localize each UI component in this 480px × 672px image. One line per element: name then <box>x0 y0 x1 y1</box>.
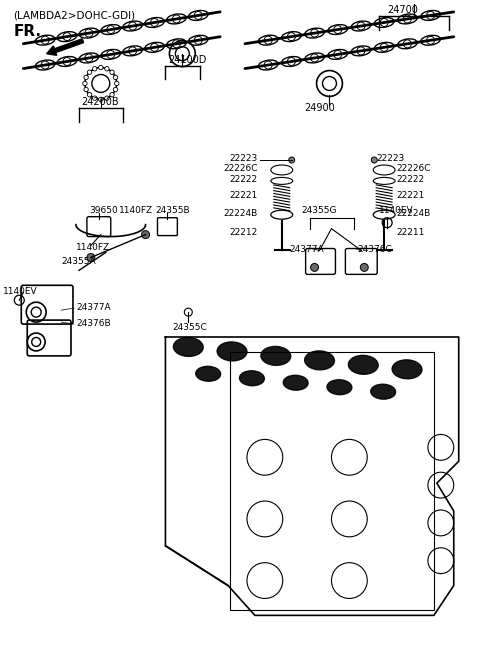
Circle shape <box>105 67 109 71</box>
Text: 24377A: 24377A <box>76 303 110 312</box>
Text: 24100D: 24100D <box>168 54 207 65</box>
Text: (LAMBDA2>DOHC-GDI): (LAMBDA2>DOHC-GDI) <box>13 11 135 21</box>
Circle shape <box>87 93 92 97</box>
Text: 24376C: 24376C <box>357 245 392 255</box>
Text: 22222: 22222 <box>396 175 424 184</box>
Ellipse shape <box>327 380 352 394</box>
Circle shape <box>142 230 150 239</box>
Circle shape <box>87 70 92 75</box>
Ellipse shape <box>392 360 422 379</box>
Circle shape <box>371 157 377 163</box>
Text: 39650: 39650 <box>89 206 118 215</box>
Circle shape <box>98 65 103 70</box>
Text: 22224B: 22224B <box>224 209 258 218</box>
Text: 24355G: 24355G <box>301 206 337 215</box>
Text: 24355C: 24355C <box>172 323 207 332</box>
Text: 1140EV: 1140EV <box>3 287 38 296</box>
Ellipse shape <box>240 371 264 386</box>
Circle shape <box>105 96 109 100</box>
Ellipse shape <box>261 347 291 366</box>
Text: 24355B: 24355B <box>156 206 190 215</box>
Circle shape <box>311 263 319 271</box>
Circle shape <box>113 75 118 79</box>
Circle shape <box>110 93 114 97</box>
Ellipse shape <box>217 342 247 361</box>
Ellipse shape <box>371 384 396 399</box>
Circle shape <box>93 67 97 71</box>
Text: 22223: 22223 <box>229 154 258 163</box>
Ellipse shape <box>173 337 203 356</box>
Circle shape <box>288 157 295 163</box>
Text: 1140FZ: 1140FZ <box>119 206 153 215</box>
Circle shape <box>83 81 87 85</box>
Circle shape <box>87 253 95 261</box>
Circle shape <box>93 96 97 100</box>
Text: 22221: 22221 <box>396 191 424 200</box>
Text: 22223: 22223 <box>376 154 405 163</box>
Text: 24376B: 24376B <box>76 319 110 328</box>
Text: 24900: 24900 <box>305 103 336 114</box>
Text: 24700: 24700 <box>387 5 418 15</box>
Text: 22211: 22211 <box>396 228 424 237</box>
Text: 22221: 22221 <box>229 191 258 200</box>
Ellipse shape <box>283 375 308 390</box>
Text: 22224B: 22224B <box>396 209 431 218</box>
Circle shape <box>84 75 88 79</box>
Text: 22212: 22212 <box>229 228 258 237</box>
Ellipse shape <box>348 355 378 374</box>
Circle shape <box>110 70 114 75</box>
Text: 22222: 22222 <box>230 175 258 184</box>
Text: 24355A: 24355A <box>61 257 96 266</box>
FancyArrow shape <box>47 39 84 55</box>
Text: FR.: FR. <box>13 24 41 39</box>
Circle shape <box>98 97 103 101</box>
Ellipse shape <box>305 351 335 370</box>
Circle shape <box>113 87 118 92</box>
Text: 1140FZ: 1140FZ <box>76 243 110 253</box>
Text: 24377A: 24377A <box>290 245 324 255</box>
Ellipse shape <box>196 366 221 381</box>
Text: 22226C: 22226C <box>396 164 431 173</box>
Circle shape <box>84 87 88 92</box>
Text: 24200B: 24200B <box>81 97 119 108</box>
Circle shape <box>360 263 368 271</box>
Text: 22226C: 22226C <box>223 164 258 173</box>
Text: 1140EV: 1140EV <box>379 206 414 215</box>
Circle shape <box>115 81 119 85</box>
